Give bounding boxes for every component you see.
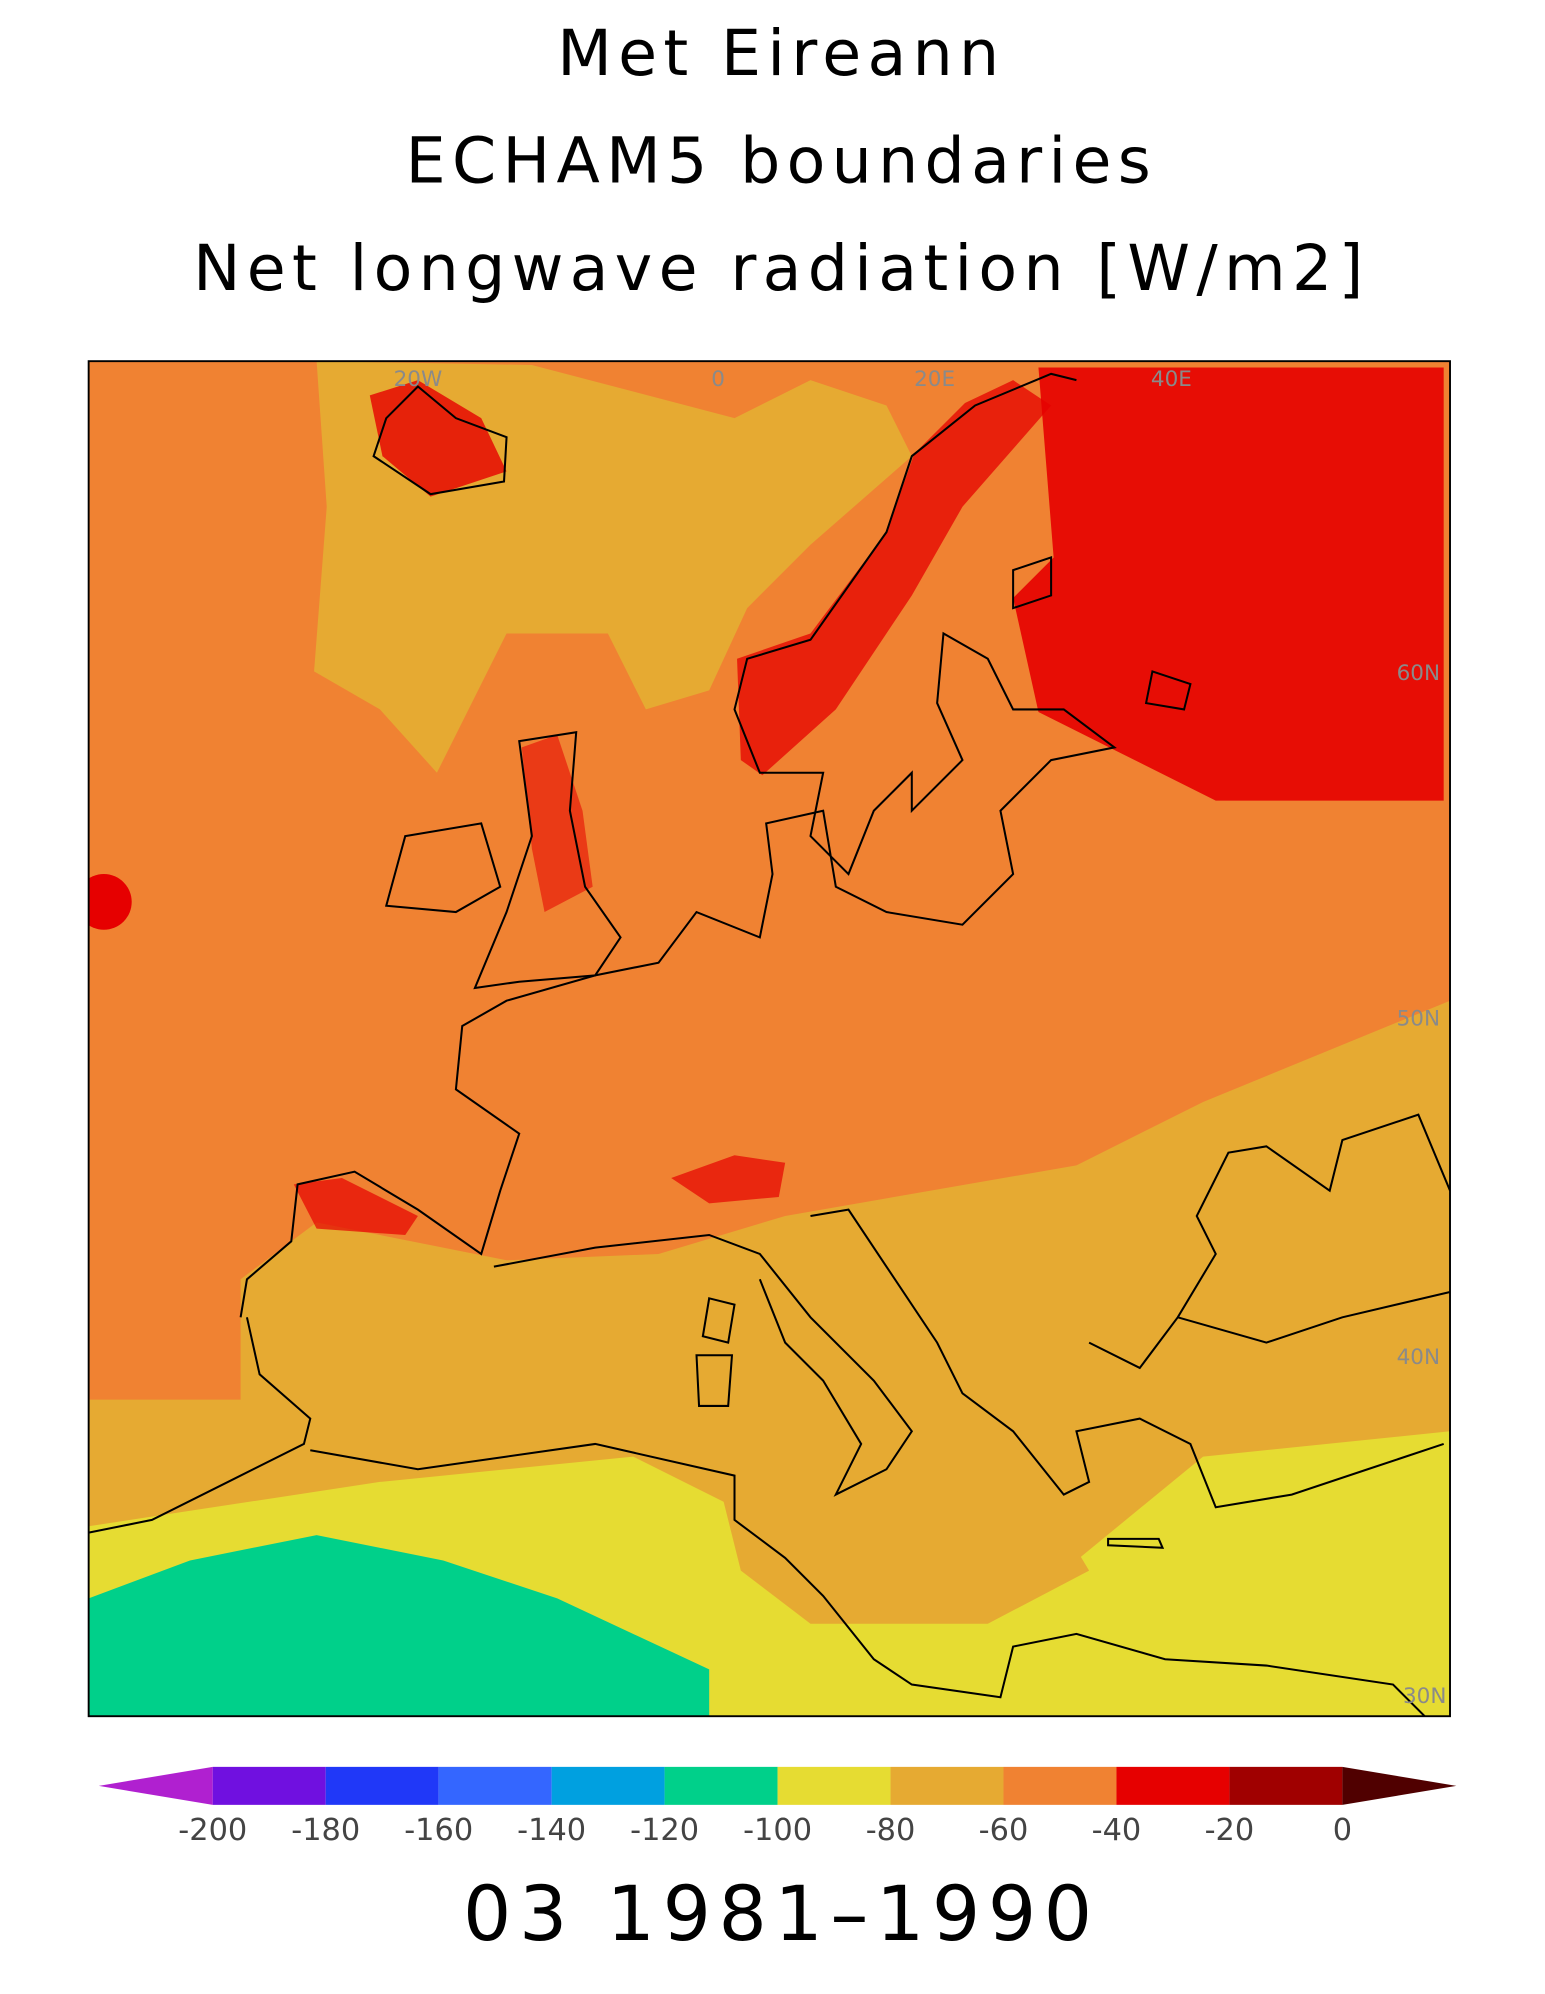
colorbar: -200 -180 -160 -140 -120 -100 -80 -60 -40 -20 0	[98, 1766, 1457, 1848]
colorbar-segment	[1229, 1766, 1343, 1805]
coastline	[88, 1317, 312, 1534]
colorbar-segment	[1116, 1766, 1230, 1805]
colorbar-segment	[551, 1766, 665, 1805]
grid-label: 50N	[1397, 1007, 1440, 1032]
field-region	[1013, 367, 1444, 801]
colorbar-tick-label: -40	[1092, 1813, 1142, 1848]
colorbar-extend-low	[98, 1766, 213, 1805]
grid-label: 40N	[1397, 1345, 1440, 1370]
field-region	[369, 380, 507, 497]
field-region	[521, 734, 593, 913]
colorbar-tick-label: -20	[1205, 1813, 1255, 1848]
colorbar-segment	[1003, 1766, 1117, 1805]
colorbar-tick-label: -80	[866, 1813, 916, 1848]
colorbar-segment	[438, 1766, 552, 1805]
colorbar-tick-label: -140	[517, 1813, 586, 1848]
colorbar-segment	[212, 1766, 326, 1805]
field-region	[88, 874, 132, 930]
title-line: ECHAM5 boundaries	[406, 123, 1157, 197]
coastline	[695, 1297, 1165, 1549]
colorbar-tick-label: -120	[630, 1813, 699, 1848]
title-line: Net longwave radiation [W/m2]	[193, 231, 1370, 305]
colorbar-segment	[890, 1766, 1004, 1805]
title-line: Met Eireann	[557, 16, 1005, 90]
footer: 03 1981–1990	[463, 1869, 1100, 1958]
colorbar-tick-label: -100	[743, 1813, 812, 1848]
field-region	[671, 1155, 786, 1204]
grid-label: 20W	[394, 367, 443, 392]
coastline	[310, 1442, 1426, 1717]
grid-label: 20E	[914, 367, 955, 392]
field-region	[88, 1535, 710, 1717]
grid-label: 60N	[1397, 661, 1440, 686]
colorbar-tick-label: 0	[1333, 1813, 1352, 1848]
colorbar-segment	[777, 1766, 891, 1805]
colorbar-segment	[664, 1766, 778, 1805]
coastline	[1012, 556, 1192, 711]
map-frame	[87, 360, 1451, 1718]
grid-label: 0	[711, 367, 725, 392]
field-region	[737, 380, 1052, 776]
map-field	[88, 361, 1451, 1717]
field-region	[293, 1177, 418, 1235]
grid-label: 40E	[1151, 367, 1192, 392]
grid-label: 30N	[1403, 1684, 1446, 1709]
coastline	[493, 1208, 1445, 1509]
colorbar-tick-label: -60	[979, 1813, 1029, 1848]
colorbar-segment	[325, 1766, 439, 1805]
colorbar-extend-high	[1342, 1766, 1457, 1805]
coastline	[372, 385, 622, 990]
colorbar-tick-label: -200	[178, 1813, 247, 1848]
coastline	[1088, 1113, 1451, 1370]
coastline	[239, 372, 1117, 1318]
colorbar-tick-label: -180	[291, 1813, 360, 1848]
colorbar-tick-label: -160	[404, 1813, 473, 1848]
